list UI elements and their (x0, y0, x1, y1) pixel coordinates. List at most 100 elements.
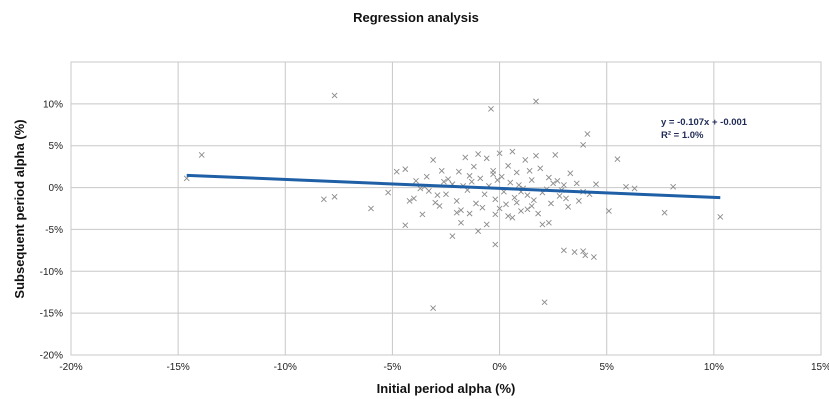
trendline-group (186, 173, 721, 200)
data-point (507, 179, 514, 186)
data-point (331, 92, 338, 99)
data-point (445, 176, 452, 183)
data-point (440, 178, 447, 185)
data-point (528, 203, 535, 209)
data-point (533, 152, 539, 159)
y-tick-label: -5% (45, 225, 63, 236)
data-point (458, 207, 464, 214)
data-point (423, 173, 430, 180)
data-point (565, 203, 572, 210)
data-point (402, 222, 409, 229)
data-point (483, 221, 490, 228)
data-point (483, 155, 490, 162)
data-point (413, 177, 419, 184)
x-tick-label: -10% (274, 362, 297, 373)
data-point (556, 193, 563, 199)
data-point (548, 200, 554, 207)
data-point (481, 191, 488, 198)
data-point (533, 98, 539, 105)
data-point (526, 167, 533, 174)
plot-area-border (70, 61, 822, 356)
data-point (575, 198, 582, 204)
data-point (466, 172, 473, 179)
data-point (402, 166, 409, 173)
data-point (509, 148, 516, 155)
data-point (438, 167, 445, 174)
data-point (470, 163, 477, 170)
data-point (539, 221, 546, 228)
data-point (550, 180, 557, 187)
data-point (530, 197, 537, 204)
data-point (590, 254, 597, 260)
data-point (528, 177, 535, 183)
data-point (661, 209, 668, 216)
data-point (498, 173, 505, 180)
data-point (466, 210, 473, 217)
y-tick-label: -15% (40, 309, 63, 320)
data-point (410, 195, 417, 202)
data-point (552, 152, 559, 158)
data-point (453, 209, 460, 216)
data-point (605, 208, 612, 214)
data-point (563, 195, 569, 202)
data-point (430, 305, 437, 312)
data-point (560, 182, 567, 188)
data-point (430, 157, 437, 163)
data-point (477, 175, 484, 182)
data-point (593, 181, 599, 188)
data-point (436, 203, 443, 209)
data-point (524, 192, 531, 199)
data-point (475, 151, 482, 158)
data-point (513, 169, 520, 176)
y-tick-label: 5% (49, 141, 64, 152)
data-point (462, 154, 469, 161)
r-squared-label: R² = 1.0% (661, 130, 704, 141)
data-point (417, 185, 424, 192)
tick-labels: -20% -15% -10% -5% 0% 5% 10% 15% -20% -15% -10% -5%… (40, 99, 829, 373)
data-point (475, 228, 482, 235)
data-point (518, 208, 524, 214)
x-tick-label: -5% (384, 362, 402, 373)
data-point (473, 200, 479, 207)
data-point (505, 162, 512, 169)
data-point (198, 152, 205, 158)
data-point (541, 299, 548, 306)
data-point (631, 185, 638, 192)
grid (70, 61, 822, 356)
data-point (582, 252, 589, 259)
x-tick-label: -15% (166, 362, 189, 373)
data-point (571, 249, 578, 255)
data-point (503, 201, 509, 208)
data-point (488, 105, 494, 112)
data-point (393, 168, 400, 175)
data-point (419, 211, 426, 218)
data-point (432, 199, 439, 206)
data-point (584, 131, 591, 137)
data-point (522, 157, 529, 163)
data-point (385, 189, 392, 196)
data-point (580, 248, 587, 255)
data-point (580, 141, 587, 148)
data-point (545, 219, 552, 226)
x-tick-label: -20% (59, 362, 82, 373)
data-point (468, 178, 475, 185)
data-point (524, 206, 531, 213)
data-point (505, 213, 512, 219)
y-tick-label: -20% (40, 351, 63, 362)
y-axis-title: Subsequent period alpha (%) (12, 119, 27, 298)
data-point (496, 205, 503, 212)
data-point (717, 213, 724, 220)
data-point (494, 177, 501, 183)
data-point (455, 168, 462, 175)
data-point (554, 177, 561, 184)
x-tick-label: 5% (599, 362, 614, 373)
data-point (496, 150, 503, 157)
data-point (509, 214, 516, 221)
data-point (490, 171, 497, 178)
data-point (567, 170, 574, 177)
data-point (443, 191, 449, 198)
y-tick-label: 0% (49, 183, 64, 194)
data-point (537, 165, 544, 172)
data-point (368, 205, 374, 212)
